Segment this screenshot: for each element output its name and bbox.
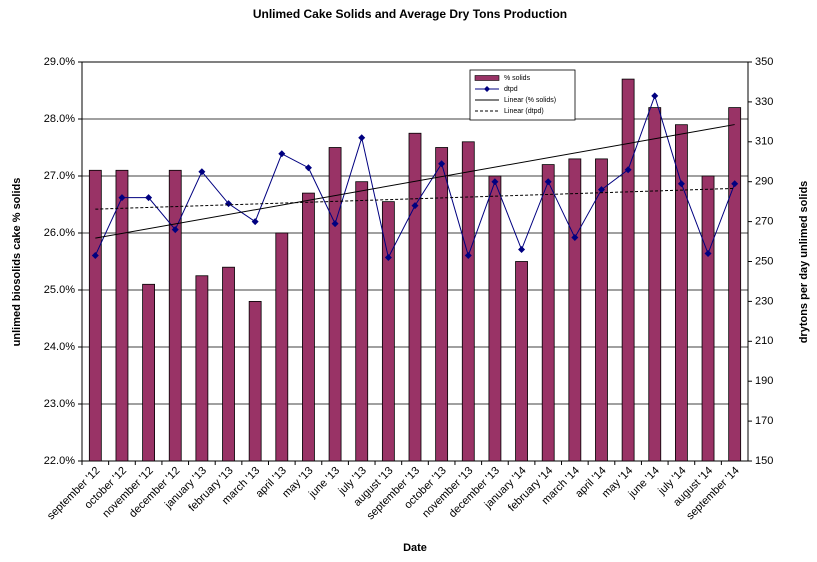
marker (651, 92, 659, 100)
marker (171, 226, 179, 234)
y2-tick-label: 310 (755, 136, 773, 148)
y2-tick-label: 150 (755, 455, 773, 467)
bar (195, 275, 209, 462)
bar (568, 158, 582, 462)
y2-tick-label: 290 (755, 176, 773, 188)
marker (704, 250, 712, 258)
y2-tick-label: 330 (755, 96, 773, 108)
trendline (95, 187, 735, 210)
bar (168, 169, 182, 462)
bar (355, 181, 369, 462)
bar (541, 164, 555, 462)
x-axis-label: Date (403, 542, 427, 554)
marker (198, 168, 206, 176)
bar (675, 124, 688, 462)
legend-label: Linear (% solids) (504, 97, 556, 104)
y2-tick-label: 230 (755, 295, 773, 307)
marker (571, 234, 579, 242)
marker (491, 178, 499, 186)
marker (278, 150, 286, 158)
bar (515, 261, 528, 462)
bar (275, 232, 289, 462)
legend-swatch (474, 75, 500, 81)
y-tick-label: 24.0% (44, 341, 75, 353)
marker (597, 186, 605, 194)
marker (118, 194, 126, 202)
legend-marker (484, 86, 490, 92)
y-tick-label: 28.0% (44, 113, 75, 125)
chart-title: Unlimed Cake Solids and Average Dry Tons… (253, 7, 567, 21)
y-axis-label: unlimed biosolids cake % solids (11, 178, 23, 347)
y-tick-label: 29.0% (44, 56, 75, 68)
y-tick-label: 23.0% (44, 398, 75, 410)
marker (518, 246, 526, 254)
bar (648, 107, 662, 462)
bar (701, 175, 715, 462)
bar (115, 169, 129, 462)
y2-tick-label: 350 (755, 56, 773, 68)
marker (624, 166, 632, 174)
marker (544, 178, 552, 186)
y2-tick-label: 250 (755, 255, 773, 267)
bar (728, 107, 742, 462)
marker (677, 180, 685, 188)
bar (328, 147, 342, 462)
bar (381, 201, 395, 462)
marker (304, 164, 312, 172)
y-tick-label: 22.0% (44, 455, 75, 467)
bar (248, 300, 262, 462)
bar (222, 266, 235, 462)
trendline (95, 124, 735, 239)
marker (358, 134, 366, 142)
bar (408, 132, 422, 462)
bar (302, 192, 315, 462)
marker (464, 252, 472, 260)
marker (731, 180, 739, 188)
marker (384, 254, 392, 262)
bar (488, 175, 502, 462)
y2-tick-label: 210 (755, 335, 773, 347)
y2-tick-label: 270 (755, 216, 773, 228)
y-tick-label: 27.0% (44, 170, 75, 182)
legend-label: Linear (dtpd) (504, 108, 544, 115)
legend-label: dtpd (504, 86, 518, 93)
y-tick-label: 26.0% (44, 227, 75, 239)
bar (595, 158, 608, 462)
marker (225, 200, 233, 208)
bar (435, 147, 449, 462)
bar (142, 283, 156, 462)
marker (331, 220, 339, 228)
y-tick-label: 25.0% (44, 284, 75, 296)
marker (438, 160, 446, 168)
marker (251, 218, 259, 226)
y2-tick-label: 170 (755, 415, 773, 427)
y2-axis-label: drytons per day unlimed solids (798, 181, 810, 344)
legend-label: % solids (504, 75, 531, 82)
bar (621, 78, 635, 462)
bar (461, 141, 475, 462)
marker (145, 194, 153, 202)
y2-tick-label: 190 (755, 375, 773, 387)
marker (91, 252, 99, 260)
bar (88, 169, 102, 462)
marker (411, 202, 419, 210)
